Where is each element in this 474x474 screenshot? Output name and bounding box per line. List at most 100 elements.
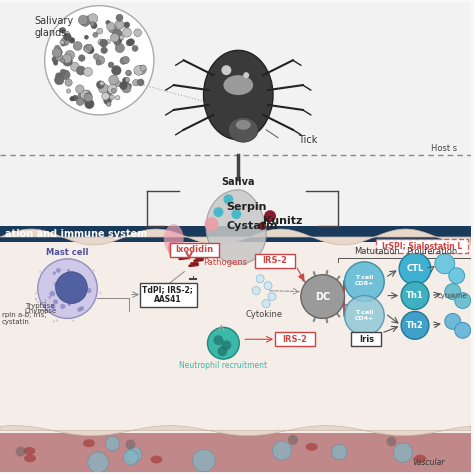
Circle shape bbox=[16, 447, 26, 456]
FancyBboxPatch shape bbox=[0, 2, 471, 237]
Circle shape bbox=[99, 83, 109, 93]
Circle shape bbox=[84, 35, 89, 39]
Circle shape bbox=[125, 77, 130, 82]
Circle shape bbox=[51, 304, 55, 309]
Text: Tick: Tick bbox=[298, 135, 317, 145]
Circle shape bbox=[93, 32, 98, 37]
Circle shape bbox=[122, 77, 129, 84]
Text: Iris: Iris bbox=[359, 335, 374, 344]
Circle shape bbox=[88, 452, 109, 473]
Text: Maturation: Maturation bbox=[355, 247, 400, 256]
Ellipse shape bbox=[228, 118, 258, 142]
Circle shape bbox=[66, 89, 71, 93]
Circle shape bbox=[221, 340, 231, 350]
Circle shape bbox=[126, 439, 136, 449]
Text: DC: DC bbox=[315, 292, 330, 301]
Circle shape bbox=[52, 48, 62, 57]
Circle shape bbox=[64, 33, 71, 41]
Text: Salivary
glands: Salivary glands bbox=[35, 16, 74, 38]
Circle shape bbox=[71, 63, 80, 71]
Circle shape bbox=[80, 306, 84, 310]
Circle shape bbox=[39, 271, 41, 273]
Circle shape bbox=[76, 66, 85, 75]
Circle shape bbox=[109, 75, 118, 85]
Circle shape bbox=[61, 42, 65, 46]
Circle shape bbox=[104, 97, 111, 105]
FancyBboxPatch shape bbox=[376, 239, 468, 253]
Circle shape bbox=[84, 16, 92, 24]
Circle shape bbox=[53, 299, 58, 304]
Circle shape bbox=[82, 90, 91, 99]
Circle shape bbox=[268, 292, 276, 301]
FancyBboxPatch shape bbox=[0, 237, 471, 433]
Circle shape bbox=[61, 37, 70, 46]
Text: ation and immune system: ation and immune system bbox=[5, 229, 147, 239]
Circle shape bbox=[84, 93, 92, 100]
Circle shape bbox=[93, 54, 99, 59]
Text: Neutrophil recruitment: Neutrophil recruitment bbox=[179, 361, 267, 370]
Text: Serpin: Serpin bbox=[226, 202, 266, 212]
Circle shape bbox=[102, 92, 109, 100]
Circle shape bbox=[386, 437, 396, 447]
Circle shape bbox=[116, 95, 120, 100]
Circle shape bbox=[88, 14, 98, 23]
Circle shape bbox=[256, 275, 264, 283]
Circle shape bbox=[116, 14, 123, 21]
Ellipse shape bbox=[83, 439, 95, 447]
Circle shape bbox=[345, 262, 384, 301]
Circle shape bbox=[455, 292, 471, 309]
Circle shape bbox=[67, 269, 70, 273]
Text: Pathogens: Pathogens bbox=[203, 258, 247, 267]
Ellipse shape bbox=[164, 224, 184, 254]
Circle shape bbox=[113, 29, 122, 38]
Circle shape bbox=[68, 302, 71, 306]
Circle shape bbox=[126, 39, 133, 46]
Circle shape bbox=[73, 320, 74, 322]
Circle shape bbox=[120, 57, 127, 64]
Polygon shape bbox=[0, 229, 471, 245]
Circle shape bbox=[55, 73, 62, 79]
Circle shape bbox=[39, 310, 41, 312]
Circle shape bbox=[77, 307, 82, 312]
Ellipse shape bbox=[168, 240, 180, 258]
Circle shape bbox=[134, 65, 144, 75]
Text: Vascular: Vascular bbox=[412, 458, 445, 467]
Circle shape bbox=[56, 268, 61, 273]
Text: IRS-2: IRS-2 bbox=[283, 335, 307, 344]
Circle shape bbox=[252, 287, 260, 294]
Circle shape bbox=[48, 296, 51, 299]
Circle shape bbox=[65, 31, 69, 36]
Circle shape bbox=[399, 253, 431, 285]
Text: CTL: CTL bbox=[406, 264, 424, 273]
Circle shape bbox=[124, 22, 130, 28]
Circle shape bbox=[61, 70, 70, 80]
Circle shape bbox=[69, 37, 75, 43]
Ellipse shape bbox=[203, 50, 273, 140]
Circle shape bbox=[108, 84, 117, 94]
Polygon shape bbox=[0, 426, 471, 436]
Circle shape bbox=[100, 292, 101, 294]
Circle shape bbox=[61, 59, 65, 63]
Circle shape bbox=[331, 444, 347, 460]
Circle shape bbox=[288, 435, 298, 445]
Circle shape bbox=[76, 98, 84, 105]
Circle shape bbox=[111, 88, 116, 92]
Circle shape bbox=[301, 275, 345, 319]
Circle shape bbox=[45, 6, 154, 115]
Circle shape bbox=[49, 291, 55, 297]
Circle shape bbox=[140, 65, 146, 71]
Text: rpin a-b; Iris;
cystatin: rpin a-b; Iris; cystatin bbox=[2, 312, 46, 325]
Circle shape bbox=[105, 437, 119, 451]
Text: TdPI; IRS-2;
AAS41: TdPI; IRS-2; AAS41 bbox=[142, 285, 193, 304]
Circle shape bbox=[38, 259, 97, 319]
Circle shape bbox=[83, 45, 91, 52]
Polygon shape bbox=[206, 190, 266, 264]
Circle shape bbox=[79, 55, 85, 61]
FancyBboxPatch shape bbox=[275, 332, 315, 346]
Circle shape bbox=[132, 46, 138, 51]
Circle shape bbox=[35, 292, 36, 294]
Circle shape bbox=[119, 82, 127, 90]
Circle shape bbox=[78, 15, 88, 25]
Circle shape bbox=[72, 95, 78, 101]
Circle shape bbox=[60, 304, 65, 309]
